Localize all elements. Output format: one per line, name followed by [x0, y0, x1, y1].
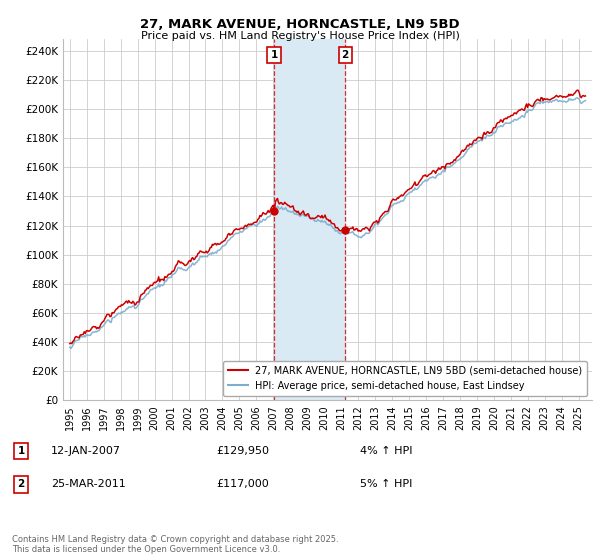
Text: 4% ↑ HPI: 4% ↑ HPI: [360, 446, 413, 456]
Text: 5% ↑ HPI: 5% ↑ HPI: [360, 479, 412, 489]
Text: 1: 1: [17, 446, 25, 456]
Text: Contains HM Land Registry data © Crown copyright and database right 2025.
This d: Contains HM Land Registry data © Crown c…: [12, 535, 338, 554]
Text: 25-MAR-2011: 25-MAR-2011: [51, 479, 126, 489]
Text: 1: 1: [271, 50, 278, 60]
Text: 2: 2: [17, 479, 25, 489]
Text: 27, MARK AVENUE, HORNCASTLE, LN9 5BD: 27, MARK AVENUE, HORNCASTLE, LN9 5BD: [140, 18, 460, 31]
Legend: 27, MARK AVENUE, HORNCASTLE, LN9 5BD (semi-detached house), HPI: Average price, : 27, MARK AVENUE, HORNCASTLE, LN9 5BD (se…: [223, 361, 587, 395]
Text: £129,950: £129,950: [216, 446, 269, 456]
Bar: [274, 39, 345, 400]
Text: £117,000: £117,000: [216, 479, 269, 489]
Text: 2: 2: [341, 50, 349, 60]
Text: 12-JAN-2007: 12-JAN-2007: [51, 446, 121, 456]
Text: Price paid vs. HM Land Registry's House Price Index (HPI): Price paid vs. HM Land Registry's House …: [140, 31, 460, 41]
